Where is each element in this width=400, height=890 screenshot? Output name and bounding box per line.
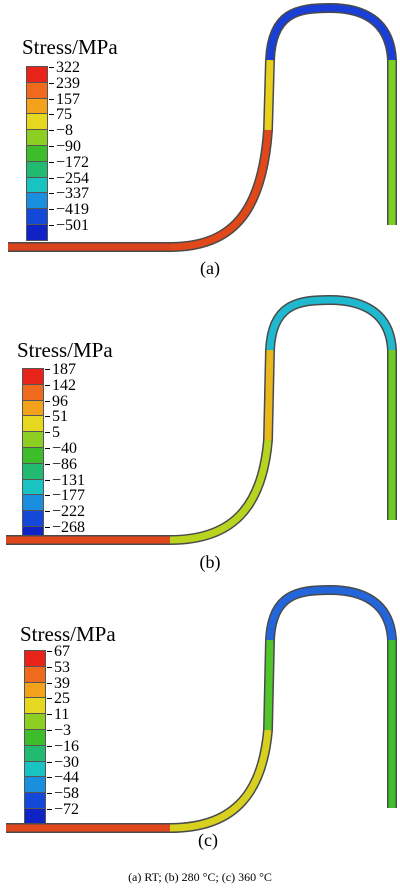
legend-tick bbox=[45, 479, 50, 481]
legend-tick bbox=[49, 67, 54, 68]
legend-label: −337 bbox=[56, 185, 90, 203]
legend-tick bbox=[49, 193, 54, 195]
caption: (b) bbox=[199, 552, 221, 572]
legend-label: 322 bbox=[56, 59, 80, 76]
legend-label: −222 bbox=[52, 503, 86, 521]
legend-tick bbox=[47, 793, 52, 795]
legend-tick bbox=[49, 225, 54, 226]
tube-top-arc bbox=[266, 586, 396, 641]
legend-label: 157 bbox=[56, 90, 80, 108]
legend-tick bbox=[47, 682, 52, 684]
legend-label: −8 bbox=[56, 122, 74, 140]
legend-tick bbox=[49, 161, 54, 163]
panel-c: Stress/MPa 67 53 39 25 11 −3 −16 −30 −44 −58 −72 (… bbox=[0, 580, 400, 865]
legend-label: −254 bbox=[56, 169, 90, 187]
tube-lower-bend bbox=[169, 729, 272, 832]
legend-title: Stress/MPa bbox=[22, 35, 118, 59]
figure-caption: (a) RT; (b) 280 °C; (c) 360 °C bbox=[128, 870, 272, 884]
legend-tick bbox=[45, 527, 50, 528]
legend-tick bbox=[47, 777, 52, 779]
legend-label: −177 bbox=[52, 487, 86, 505]
legend-tick bbox=[47, 698, 52, 700]
tube-outline bbox=[6, 584, 397, 833]
legend-label: −30 bbox=[54, 753, 80, 771]
legend-label: 39 bbox=[54, 674, 70, 692]
tube-lower-bend bbox=[169, 439, 272, 544]
legend-tick bbox=[45, 511, 50, 513]
legend-tick bbox=[47, 809, 52, 810]
legend-label: 96 bbox=[52, 392, 68, 410]
legend-label: 5 bbox=[52, 424, 60, 442]
legend-label: −90 bbox=[56, 138, 82, 155]
legend-label: −419 bbox=[56, 201, 90, 219]
legend-label: −44 bbox=[54, 769, 80, 787]
legend-tick bbox=[47, 761, 52, 763]
legend-tick bbox=[49, 146, 54, 147]
legend-tick bbox=[45, 416, 50, 418]
legend-label: 11 bbox=[54, 706, 70, 724]
legend-label: 239 bbox=[56, 74, 80, 92]
legend-label: 51 bbox=[52, 408, 68, 426]
legend-tick bbox=[47, 730, 52, 731]
legend-tick bbox=[45, 448, 50, 449]
legend-label: 187 bbox=[52, 361, 76, 378]
legend-tick bbox=[45, 432, 50, 434]
legend-label: −3 bbox=[54, 722, 72, 739]
legend-label: −72 bbox=[54, 801, 80, 818]
tube-riser bbox=[264, 349, 274, 441]
legend-tick bbox=[49, 130, 54, 132]
legend-label: −86 bbox=[52, 455, 78, 473]
caption: (a) bbox=[200, 258, 220, 278]
bent-tube-stress-plot bbox=[6, 584, 397, 833]
legend-label: −58 bbox=[54, 785, 80, 803]
legend-label: −40 bbox=[52, 440, 78, 457]
legend-tick bbox=[45, 384, 50, 386]
legend-tick bbox=[49, 209, 54, 211]
panel-b: Stress/MPa 187 142 96 51 5 −40 −86 −131 −177 −222… bbox=[0, 290, 400, 580]
legend-tick bbox=[47, 745, 52, 747]
legend-swatch bbox=[26, 224, 48, 241]
legend-label: 67 bbox=[54, 643, 70, 660]
tube-outline bbox=[8, 2, 397, 252]
caption: (c) bbox=[198, 830, 218, 850]
tube-outline bbox=[6, 294, 397, 545]
legend-label: 25 bbox=[54, 690, 70, 708]
legend-tick bbox=[45, 369, 50, 370]
legend-label: 142 bbox=[52, 376, 76, 394]
legend-title: Stress/MPa bbox=[20, 622, 116, 646]
legend-label: 75 bbox=[56, 106, 72, 124]
tube-riser bbox=[264, 59, 274, 131]
legend-tick bbox=[49, 177, 54, 179]
legend-title: Stress/MPa bbox=[17, 338, 113, 362]
bent-tube-stress-plot bbox=[8, 2, 397, 252]
legend-tick bbox=[49, 98, 54, 100]
legend-label: −131 bbox=[52, 471, 86, 489]
legend-tick bbox=[47, 666, 52, 668]
legend-label: −172 bbox=[56, 153, 90, 171]
legend-label: −501 bbox=[56, 217, 90, 234]
legend-tick bbox=[47, 651, 52, 652]
tube-lower-bend bbox=[169, 129, 272, 251]
legend-tick bbox=[45, 463, 50, 465]
tube-top-arc bbox=[266, 296, 396, 351]
legend-tick bbox=[49, 114, 54, 116]
legend-tick bbox=[47, 714, 52, 716]
legend-tick bbox=[49, 82, 54, 84]
legend-label: −16 bbox=[54, 737, 80, 755]
tube-top-arc bbox=[266, 4, 396, 61]
legend-label: −268 bbox=[52, 519, 86, 536]
legend-tick bbox=[45, 400, 50, 402]
legend-label: 53 bbox=[54, 658, 70, 676]
legend-tick bbox=[45, 495, 50, 497]
bent-tube-stress-plot bbox=[6, 294, 397, 545]
tube-riser bbox=[264, 639, 274, 731]
panel-a: Stress/MPa 322 239 157 75 −8 −90 −172 −254 −337−… bbox=[0, 0, 400, 290]
